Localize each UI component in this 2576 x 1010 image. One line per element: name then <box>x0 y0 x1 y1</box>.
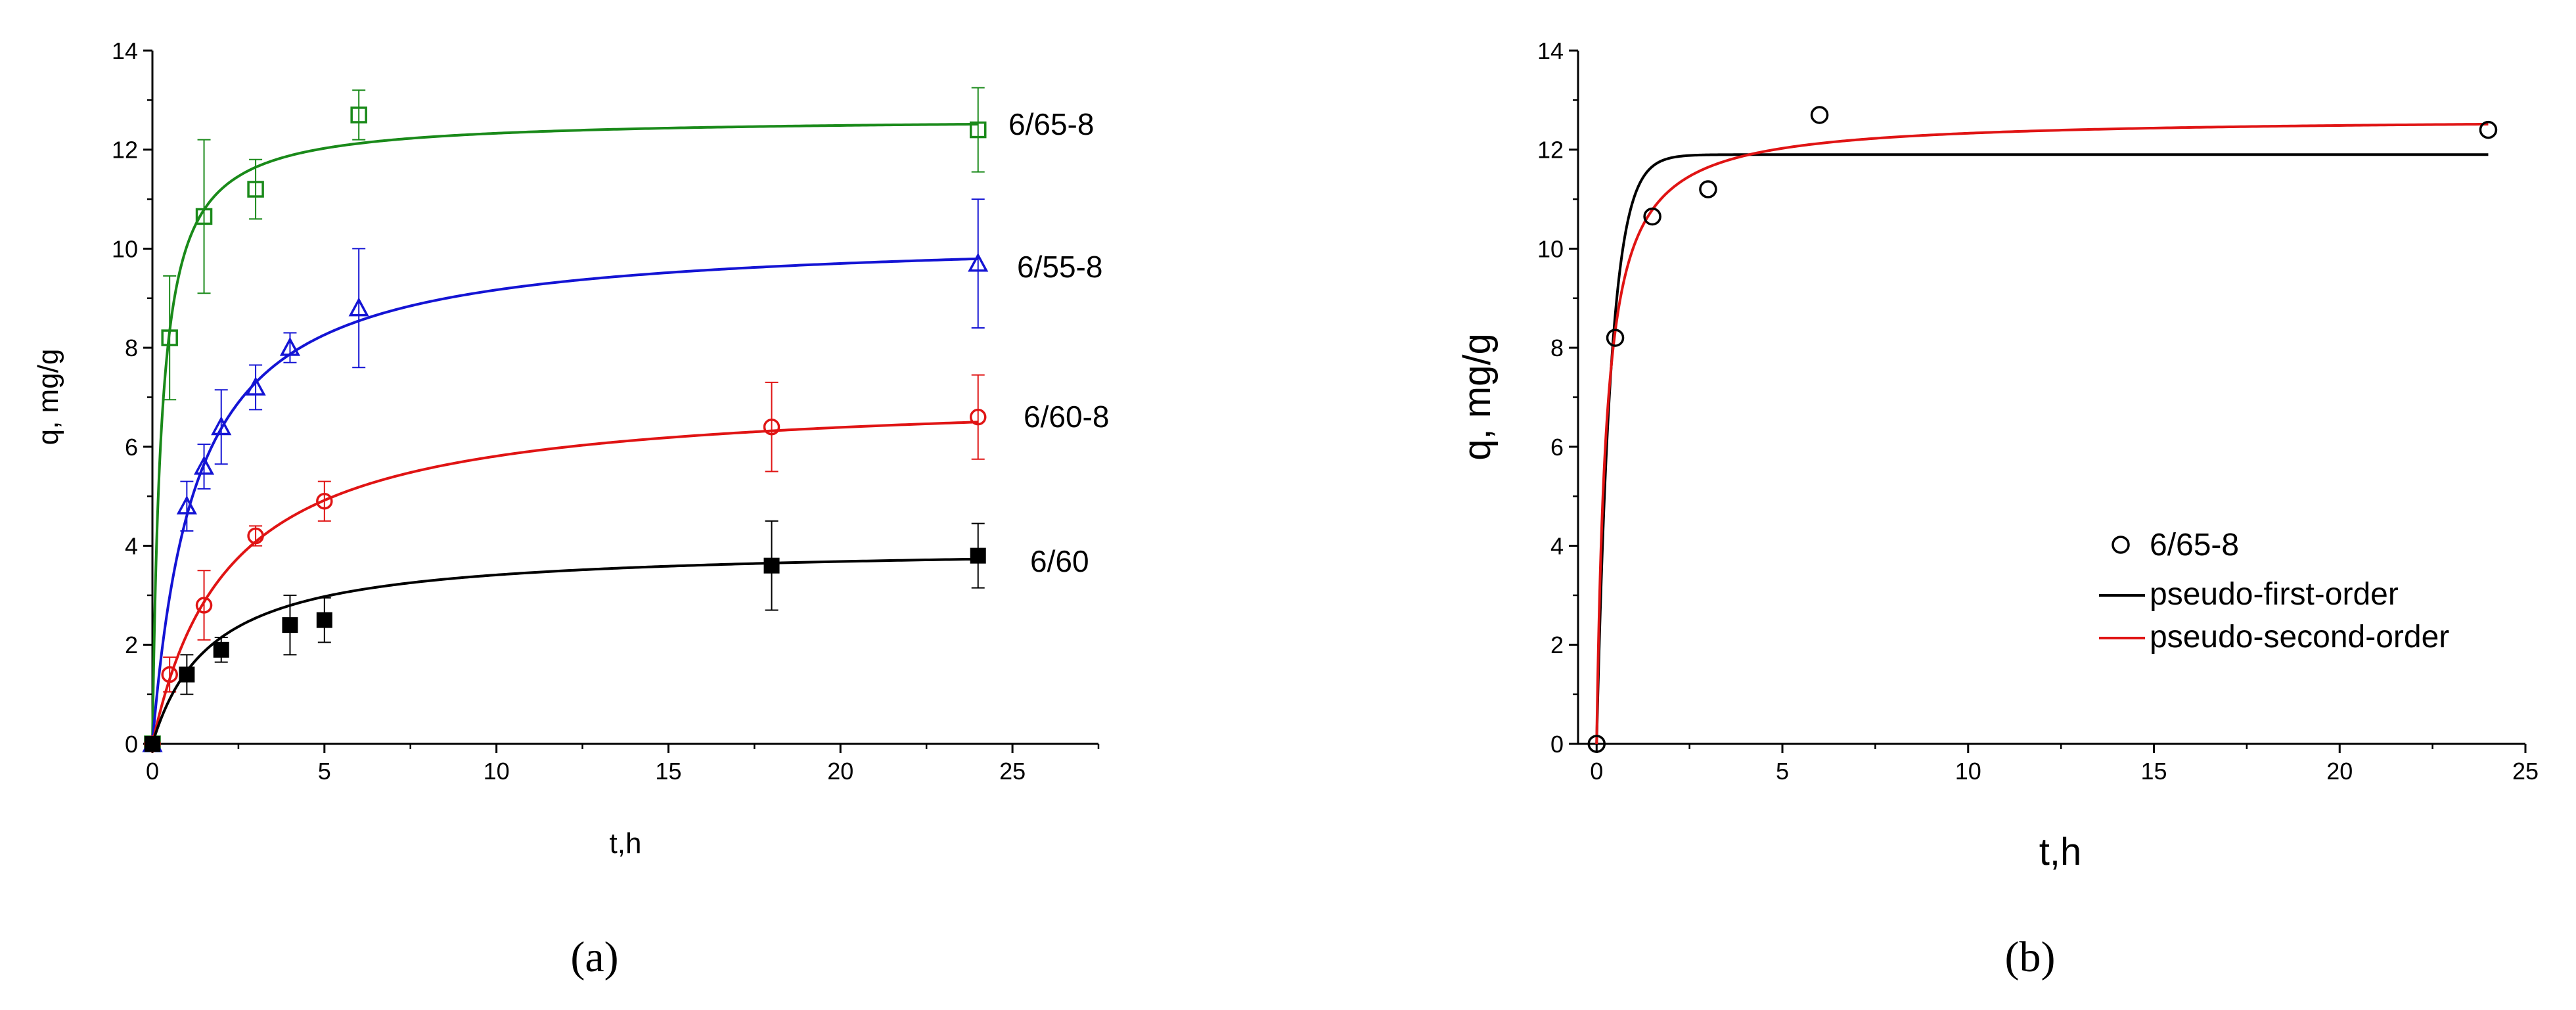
series-6-65-8 <box>144 87 987 752</box>
data-point <box>969 408 987 426</box>
panel-a-x-tick-label: 25 <box>999 758 1026 785</box>
data-point <box>969 121 987 139</box>
panel-b-series <box>1587 106 2498 753</box>
panel-b-y-tick-label: 4 <box>1550 533 1564 560</box>
panel-a-x-tick-label: 20 <box>827 758 853 785</box>
data-point <box>245 377 266 396</box>
data-point <box>161 329 178 346</box>
panel-b-x-axis-label: t,h <box>2039 831 2082 873</box>
panel-b-y-tick-label: 6 <box>1550 434 1564 461</box>
data-point <box>213 641 229 658</box>
legend-label: pseudo-second-order <box>2150 620 2449 654</box>
panel-a-x-tick-label: 10 <box>484 758 510 785</box>
panel-a-x-tick-label: 0 <box>146 758 159 785</box>
data-point <box>211 416 232 436</box>
panel-b-axes <box>1569 49 2527 753</box>
panel-b-x-tick-label: 0 <box>1590 758 1603 785</box>
panel-a-series <box>142 87 989 752</box>
data-point <box>2479 120 2498 139</box>
data-point <box>316 493 333 510</box>
panel-b-x-tick-label: 25 <box>2512 758 2539 785</box>
panel-b-y-tick-label: 14 <box>1537 37 1564 64</box>
data-point <box>763 557 780 574</box>
legend-label: pseudo-first-order <box>2150 577 2399 612</box>
legend-label: 6/65-8 <box>2150 528 2239 562</box>
panel-b-y-tick-label: 0 <box>1550 731 1564 758</box>
series-label-6/55-8: 6/55-8 <box>1017 250 1102 284</box>
panel-a-tick-labels: 0 5 10 15 20 25 0 2 4 6 8 10 12 14 <box>112 37 1026 785</box>
data-point <box>193 455 215 475</box>
legend-marker-swatch <box>2112 536 2130 554</box>
legend-entry-pseudo-first-order: pseudo-first-order <box>2099 577 2399 612</box>
data-point <box>176 495 197 515</box>
series-6-60-8 <box>144 374 987 752</box>
series-6-55-8 <box>142 198 989 752</box>
legend-entry-6/65-8: 6/65-8 <box>2112 528 2239 562</box>
data-point <box>348 297 369 317</box>
panel-b-x-tick-label: 15 <box>2140 758 2167 785</box>
data-point <box>247 527 264 545</box>
legend-entry-pseudo-second-order: pseudo-second-order <box>2099 620 2449 654</box>
data-point <box>279 336 301 356</box>
panel-a-y-tick-label: 10 <box>112 235 138 262</box>
panel-a-y-tick-label: 12 <box>112 137 138 164</box>
series-label-6/60: 6/60 <box>1030 544 1089 578</box>
data-point <box>970 547 986 564</box>
data-point <box>1810 106 1829 124</box>
series-6-60 <box>145 520 986 752</box>
series-label-6/60-8: 6/60-8 <box>1024 400 1109 434</box>
data-point <box>968 252 989 272</box>
data-point <box>195 597 213 614</box>
data-point <box>195 208 213 225</box>
panel-b-y-tick-label: 12 <box>1537 137 1564 164</box>
series-label-6/65-8: 6/65-8 <box>1008 107 1094 141</box>
panel-a-series-labels: 6/65-8 6/55-8 6/60-8 6/60 <box>1008 107 1109 578</box>
panel-a-y-tick-label: 0 <box>125 731 138 758</box>
data-point <box>145 736 160 752</box>
panel-a-y-tick-label: 8 <box>125 334 138 361</box>
panel-b-y-tick-label: 8 <box>1550 334 1564 361</box>
data-point <box>1699 180 1717 198</box>
panel-a-y-axis-label: q, mg/g <box>32 349 64 446</box>
panel-a-y-tick-label: 2 <box>125 631 138 658</box>
data-point <box>1643 207 1661 226</box>
panel-a-y-tick-label: 6 <box>125 434 138 461</box>
fit-curve-6/65-8 <box>151 122 978 745</box>
panel-b-x-tick-label: 10 <box>1955 758 1981 785</box>
data-point <box>1587 735 1606 753</box>
panel-b-caption: (b) <box>2005 933 2056 981</box>
panel-b-y-tick-label: 10 <box>1537 235 1564 262</box>
fit-curve-6/60-8 <box>151 421 978 745</box>
panel-a-x-tick-label: 5 <box>318 758 331 785</box>
panel-b: 0 5 10 15 20 25 0 2 4 6 8 10 12 14 t,h q, mg/g 6/65-8… <box>1456 37 2539 981</box>
panel-b-y-tick-label: 2 <box>1550 631 1564 658</box>
data-point <box>161 666 178 683</box>
panel-a-x-tick-label: 15 <box>655 758 681 785</box>
panel-b-x-tick-label: 20 <box>2326 758 2353 785</box>
panel-a-x-axis-label: t,h <box>610 827 642 860</box>
data-point <box>179 666 195 683</box>
data-point <box>247 181 264 198</box>
panel-a: 0 5 10 15 20 25 0 2 4 6 8 10 12 14 t,h q, mg/g 6/65-8… <box>32 37 1109 981</box>
panel-b-y-axis-label: q, mg/g <box>1456 333 1499 460</box>
fit-curve-6/55-8 <box>151 257 978 745</box>
panel-b-legend: 6/65-8 pseudo-first-order pseudo-second-or… <box>2099 528 2449 654</box>
fit-curve-pseudo-first-order <box>1595 153 2489 745</box>
panel-b-tick-labels: 0 5 10 15 20 25 0 2 4 6 8 10 12 14 <box>1537 37 2539 785</box>
panel-a-axes <box>143 49 1100 753</box>
data-point <box>282 617 298 633</box>
data-point <box>1606 329 1625 347</box>
fit-curve-pseudo-second-order <box>1595 122 2489 745</box>
data-point <box>763 418 780 436</box>
panel-b-x-tick-label: 5 <box>1776 758 1789 785</box>
panel-a-y-tick-label: 14 <box>112 37 138 64</box>
panel-a-y-tick-label: 4 <box>125 533 138 560</box>
fit-curve-6/60 <box>151 557 978 745</box>
panel-a-caption: (a) <box>570 933 618 981</box>
data-point <box>350 106 367 124</box>
data-point <box>316 612 332 628</box>
